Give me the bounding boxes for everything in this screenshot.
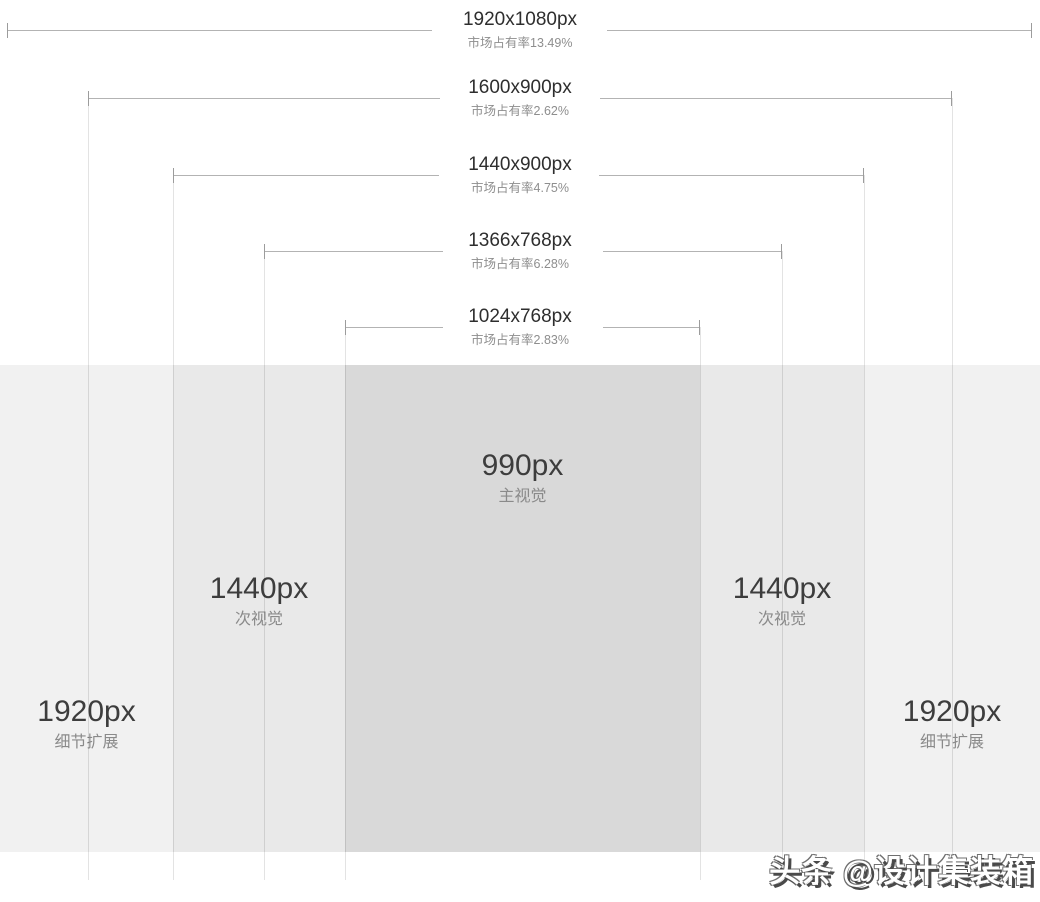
zone-width-label: 1920px <box>902 695 1002 728</box>
zone-role-label: 次视觉 <box>234 611 283 628</box>
ruler-tick-right <box>781 243 782 259</box>
watermark: 头条 @设计集装箱 <box>769 854 1034 889</box>
ruler-line-left <box>265 250 443 252</box>
guide-line-1024-right <box>700 327 701 880</box>
market-share-label: 市场占有率4.75% <box>471 181 569 195</box>
market-share-label: 市场占有率6.28% <box>471 257 569 271</box>
ruler-line-left <box>89 97 440 99</box>
ruler-1920x1080 <box>7 22 1032 38</box>
zone-width-label: 1440px <box>209 572 309 605</box>
guide-line-1366-right <box>782 251 783 880</box>
zone-1440-right: 1440px 次视觉 <box>700 365 864 852</box>
ruler-tick-left <box>173 167 174 183</box>
guide-line-1440-left <box>173 175 174 880</box>
ruler-line-right <box>607 29 1031 31</box>
ruler-tick-right <box>1031 22 1032 38</box>
market-share-label: 市场占有率2.62% <box>471 104 569 118</box>
ruler-1600x900 <box>88 90 952 106</box>
zone-width-label: 990px <box>481 449 564 482</box>
ruler-tick-right <box>951 90 952 106</box>
ruler-line-left <box>8 29 432 31</box>
ruler-line-left <box>174 174 439 176</box>
ruler-tick-left <box>345 319 346 335</box>
ruler-tick-right <box>863 167 864 183</box>
resolution-label: 1024x768px <box>468 306 572 327</box>
zone-width-label: 1440px <box>732 572 832 605</box>
resolution-label: 1366x768px <box>468 230 572 251</box>
market-share-label: 市场占有率2.83% <box>471 333 569 347</box>
guide-line-1440-right <box>864 175 865 880</box>
zone-role-label: 次视觉 <box>757 611 806 628</box>
ruler-tick-left <box>7 22 8 38</box>
ruler-line-right <box>602 326 699 328</box>
guide-line-1600-right <box>952 98 953 880</box>
guide-line-1366-left <box>264 251 265 880</box>
zone-role-label: 主视觉 <box>498 488 547 505</box>
resolution-label: 1440x900px <box>468 154 572 175</box>
resolution-label: 1920x1080px <box>462 9 578 30</box>
ruler-tick-right <box>699 319 700 335</box>
ruler-line-right <box>598 174 863 176</box>
zone-990-center: 990px 主视觉 <box>345 365 700 852</box>
resolution-label: 1600x900px <box>468 77 572 98</box>
ruler-1024x768 <box>345 319 700 335</box>
ruler-1440x900 <box>173 167 864 183</box>
ruler-1366x768 <box>264 243 782 259</box>
ruler-line-left <box>346 326 443 328</box>
ruler-tick-left <box>88 90 89 106</box>
ruler-line-right <box>603 250 781 252</box>
ruler-tick-left <box>264 243 265 259</box>
zone-role-label: 细节扩展 <box>54 734 119 751</box>
zone-1920-right: 1920px 细节扩展 <box>864 365 1040 852</box>
guide-line-1600-left <box>88 98 89 880</box>
guide-line-1024-left <box>345 327 346 880</box>
zone-1920-left: 1920px 细节扩展 <box>0 365 173 852</box>
zone-role-label: 细节扩展 <box>919 734 984 751</box>
zone-1440-left: 1440px 次视觉 <box>173 365 345 852</box>
market-share-label: 市场占有率13.49% <box>467 36 573 50</box>
ruler-line-right <box>600 97 951 99</box>
zone-width-label: 1920px <box>37 695 136 728</box>
